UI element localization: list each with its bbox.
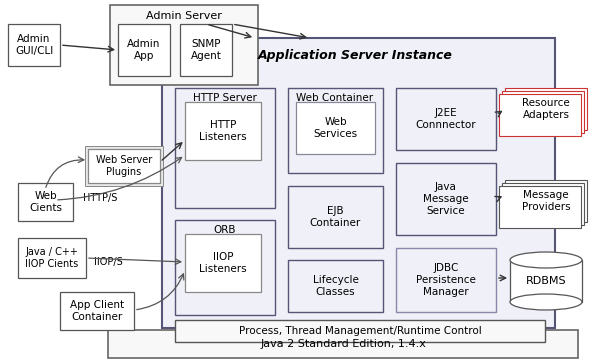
Bar xyxy=(505,88,587,130)
Bar xyxy=(180,24,232,76)
Bar xyxy=(499,186,581,228)
Ellipse shape xyxy=(510,252,582,268)
Text: RDBMS: RDBMS xyxy=(526,276,566,286)
Bar xyxy=(288,260,383,312)
Bar xyxy=(499,94,581,136)
Bar xyxy=(60,292,134,330)
Text: J2EE
Connnector: J2EE Connnector xyxy=(416,108,476,130)
Text: Java / C++
IIOP Cients: Java / C++ IIOP Cients xyxy=(26,247,78,269)
Text: Web
Cients: Web Cients xyxy=(29,191,62,213)
Text: App Client
Container: App Client Container xyxy=(70,300,124,322)
Bar xyxy=(288,186,383,248)
Text: Lifecycle
Classes: Lifecycle Classes xyxy=(312,275,358,297)
Bar xyxy=(505,180,587,222)
Text: Web
Services: Web Services xyxy=(314,117,358,139)
Text: Web Server
Plugins: Web Server Plugins xyxy=(96,155,152,177)
Text: Web Container: Web Container xyxy=(296,93,374,103)
Ellipse shape xyxy=(510,294,582,310)
Text: EJB
Container: EJB Container xyxy=(310,206,361,228)
Bar xyxy=(185,234,261,292)
Bar xyxy=(296,102,375,154)
Bar xyxy=(110,5,258,85)
Text: HTTP Server: HTTP Server xyxy=(193,93,257,103)
Bar xyxy=(18,183,73,221)
Bar xyxy=(85,146,163,186)
Text: Application Server Instance: Application Server Instance xyxy=(258,49,453,61)
Bar xyxy=(175,320,545,342)
Bar xyxy=(396,248,496,312)
Text: Admin
GUI/CLI: Admin GUI/CLI xyxy=(15,34,53,56)
Text: HTTP/S: HTTP/S xyxy=(83,193,117,203)
Bar xyxy=(162,38,555,328)
Bar xyxy=(118,24,170,76)
Text: Admin Server: Admin Server xyxy=(146,11,222,21)
Bar xyxy=(510,260,582,302)
Text: ORB: ORB xyxy=(214,225,236,235)
Text: JDBC
Persistence
Manager: JDBC Persistence Manager xyxy=(416,264,476,297)
Text: IIOP/S: IIOP/S xyxy=(94,257,122,267)
Text: Resource
Adapters: Resource Adapters xyxy=(522,98,570,120)
Bar xyxy=(502,183,584,225)
Text: IIOP
Listeners: IIOP Listeners xyxy=(199,252,247,274)
Text: Java
Message
Service: Java Message Service xyxy=(423,182,469,216)
Bar xyxy=(288,88,383,173)
Bar xyxy=(88,149,160,183)
Bar xyxy=(18,238,86,278)
Bar xyxy=(396,163,496,235)
Text: Message
Providers: Message Providers xyxy=(522,190,570,212)
Bar xyxy=(502,91,584,133)
Text: HTTP
Listeners: HTTP Listeners xyxy=(199,120,247,142)
Text: SNMP
Agent: SNMP Agent xyxy=(191,39,222,61)
Bar xyxy=(108,330,578,358)
Bar xyxy=(175,220,275,315)
Text: Java 2 Standard Edition, 1.4.x: Java 2 Standard Edition, 1.4.x xyxy=(260,339,426,349)
Bar xyxy=(175,88,275,208)
Text: Process, Thread Management/Runtime Control: Process, Thread Management/Runtime Contr… xyxy=(239,326,481,336)
Bar xyxy=(8,24,60,66)
Bar xyxy=(396,88,496,150)
Bar xyxy=(185,102,261,160)
Text: Admin
App: Admin App xyxy=(127,39,161,61)
